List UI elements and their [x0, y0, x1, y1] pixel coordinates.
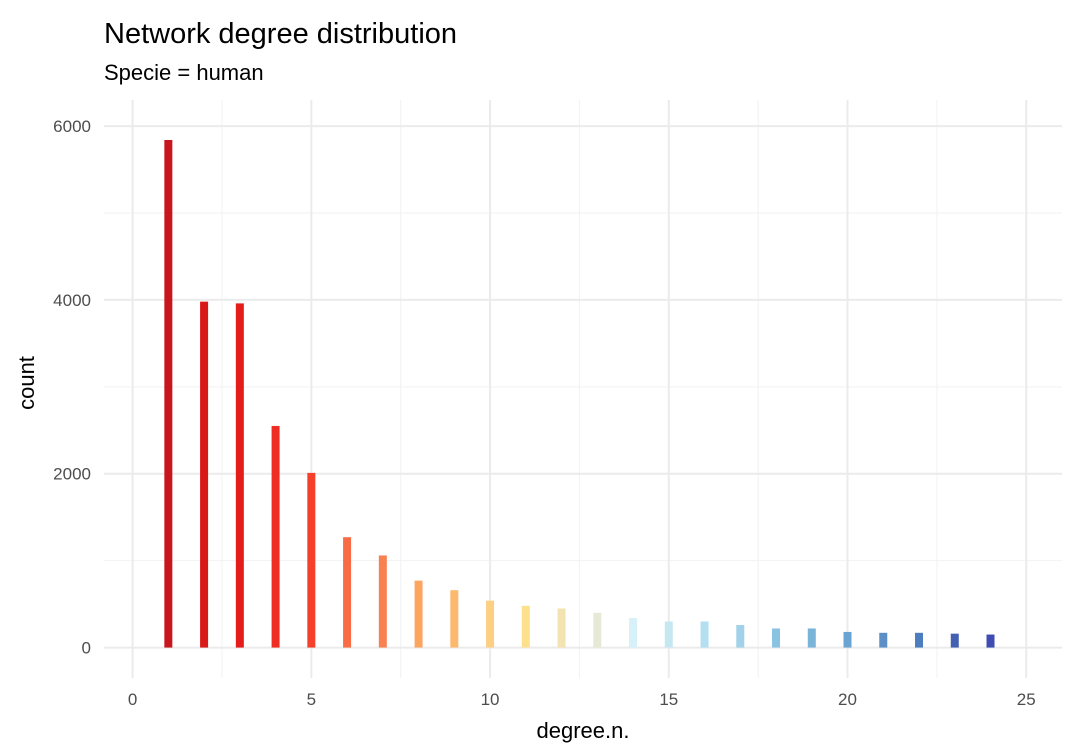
- bar: [664, 621, 673, 648]
- x-tick-label: 10: [481, 690, 500, 709]
- bar: [378, 555, 387, 648]
- grid-major: [104, 100, 1062, 678]
- grid-minor: [104, 100, 1062, 678]
- x-tick-label: 15: [659, 690, 678, 709]
- y-axis-ticks: 0 2000 4000 6000: [53, 117, 91, 658]
- bar: [521, 605, 530, 648]
- bar: [200, 301, 209, 648]
- bar: [700, 621, 709, 648]
- y-axis-label: count: [14, 356, 39, 410]
- bars: [164, 139, 995, 648]
- chart-title: Network degree distribution: [104, 18, 458, 50]
- x-tick-label: 0: [128, 690, 137, 709]
- bar: [915, 632, 924, 648]
- bar: [343, 537, 352, 648]
- bar: [986, 634, 995, 648]
- bar: [307, 472, 316, 648]
- bar: [235, 303, 244, 648]
- y-tick-label: 6000: [53, 117, 91, 136]
- bar: [629, 618, 638, 648]
- x-axis-label: degree.n.: [537, 718, 630, 743]
- bar: [772, 628, 781, 648]
- x-axis-ticks: 0 5 10 15 20 25: [128, 690, 1036, 709]
- bar: [557, 608, 566, 648]
- bar: [450, 590, 459, 648]
- y-tick-label: 0: [82, 639, 91, 658]
- bar: [843, 631, 852, 648]
- bar: [807, 628, 816, 648]
- bar: [593, 612, 602, 648]
- bar: [271, 425, 280, 648]
- bar: [736, 624, 745, 648]
- bar: [486, 600, 495, 648]
- chart-subtitle: Specie = human: [104, 60, 264, 85]
- y-tick-label: 4000: [53, 291, 91, 310]
- x-tick-label: 25: [1017, 690, 1036, 709]
- x-tick-label: 5: [307, 690, 316, 709]
- bar: [164, 139, 173, 648]
- bar: [414, 580, 423, 648]
- bar: [950, 633, 959, 648]
- y-tick-label: 2000: [53, 465, 91, 484]
- bar: [879, 632, 888, 648]
- x-tick-label: 20: [838, 690, 857, 709]
